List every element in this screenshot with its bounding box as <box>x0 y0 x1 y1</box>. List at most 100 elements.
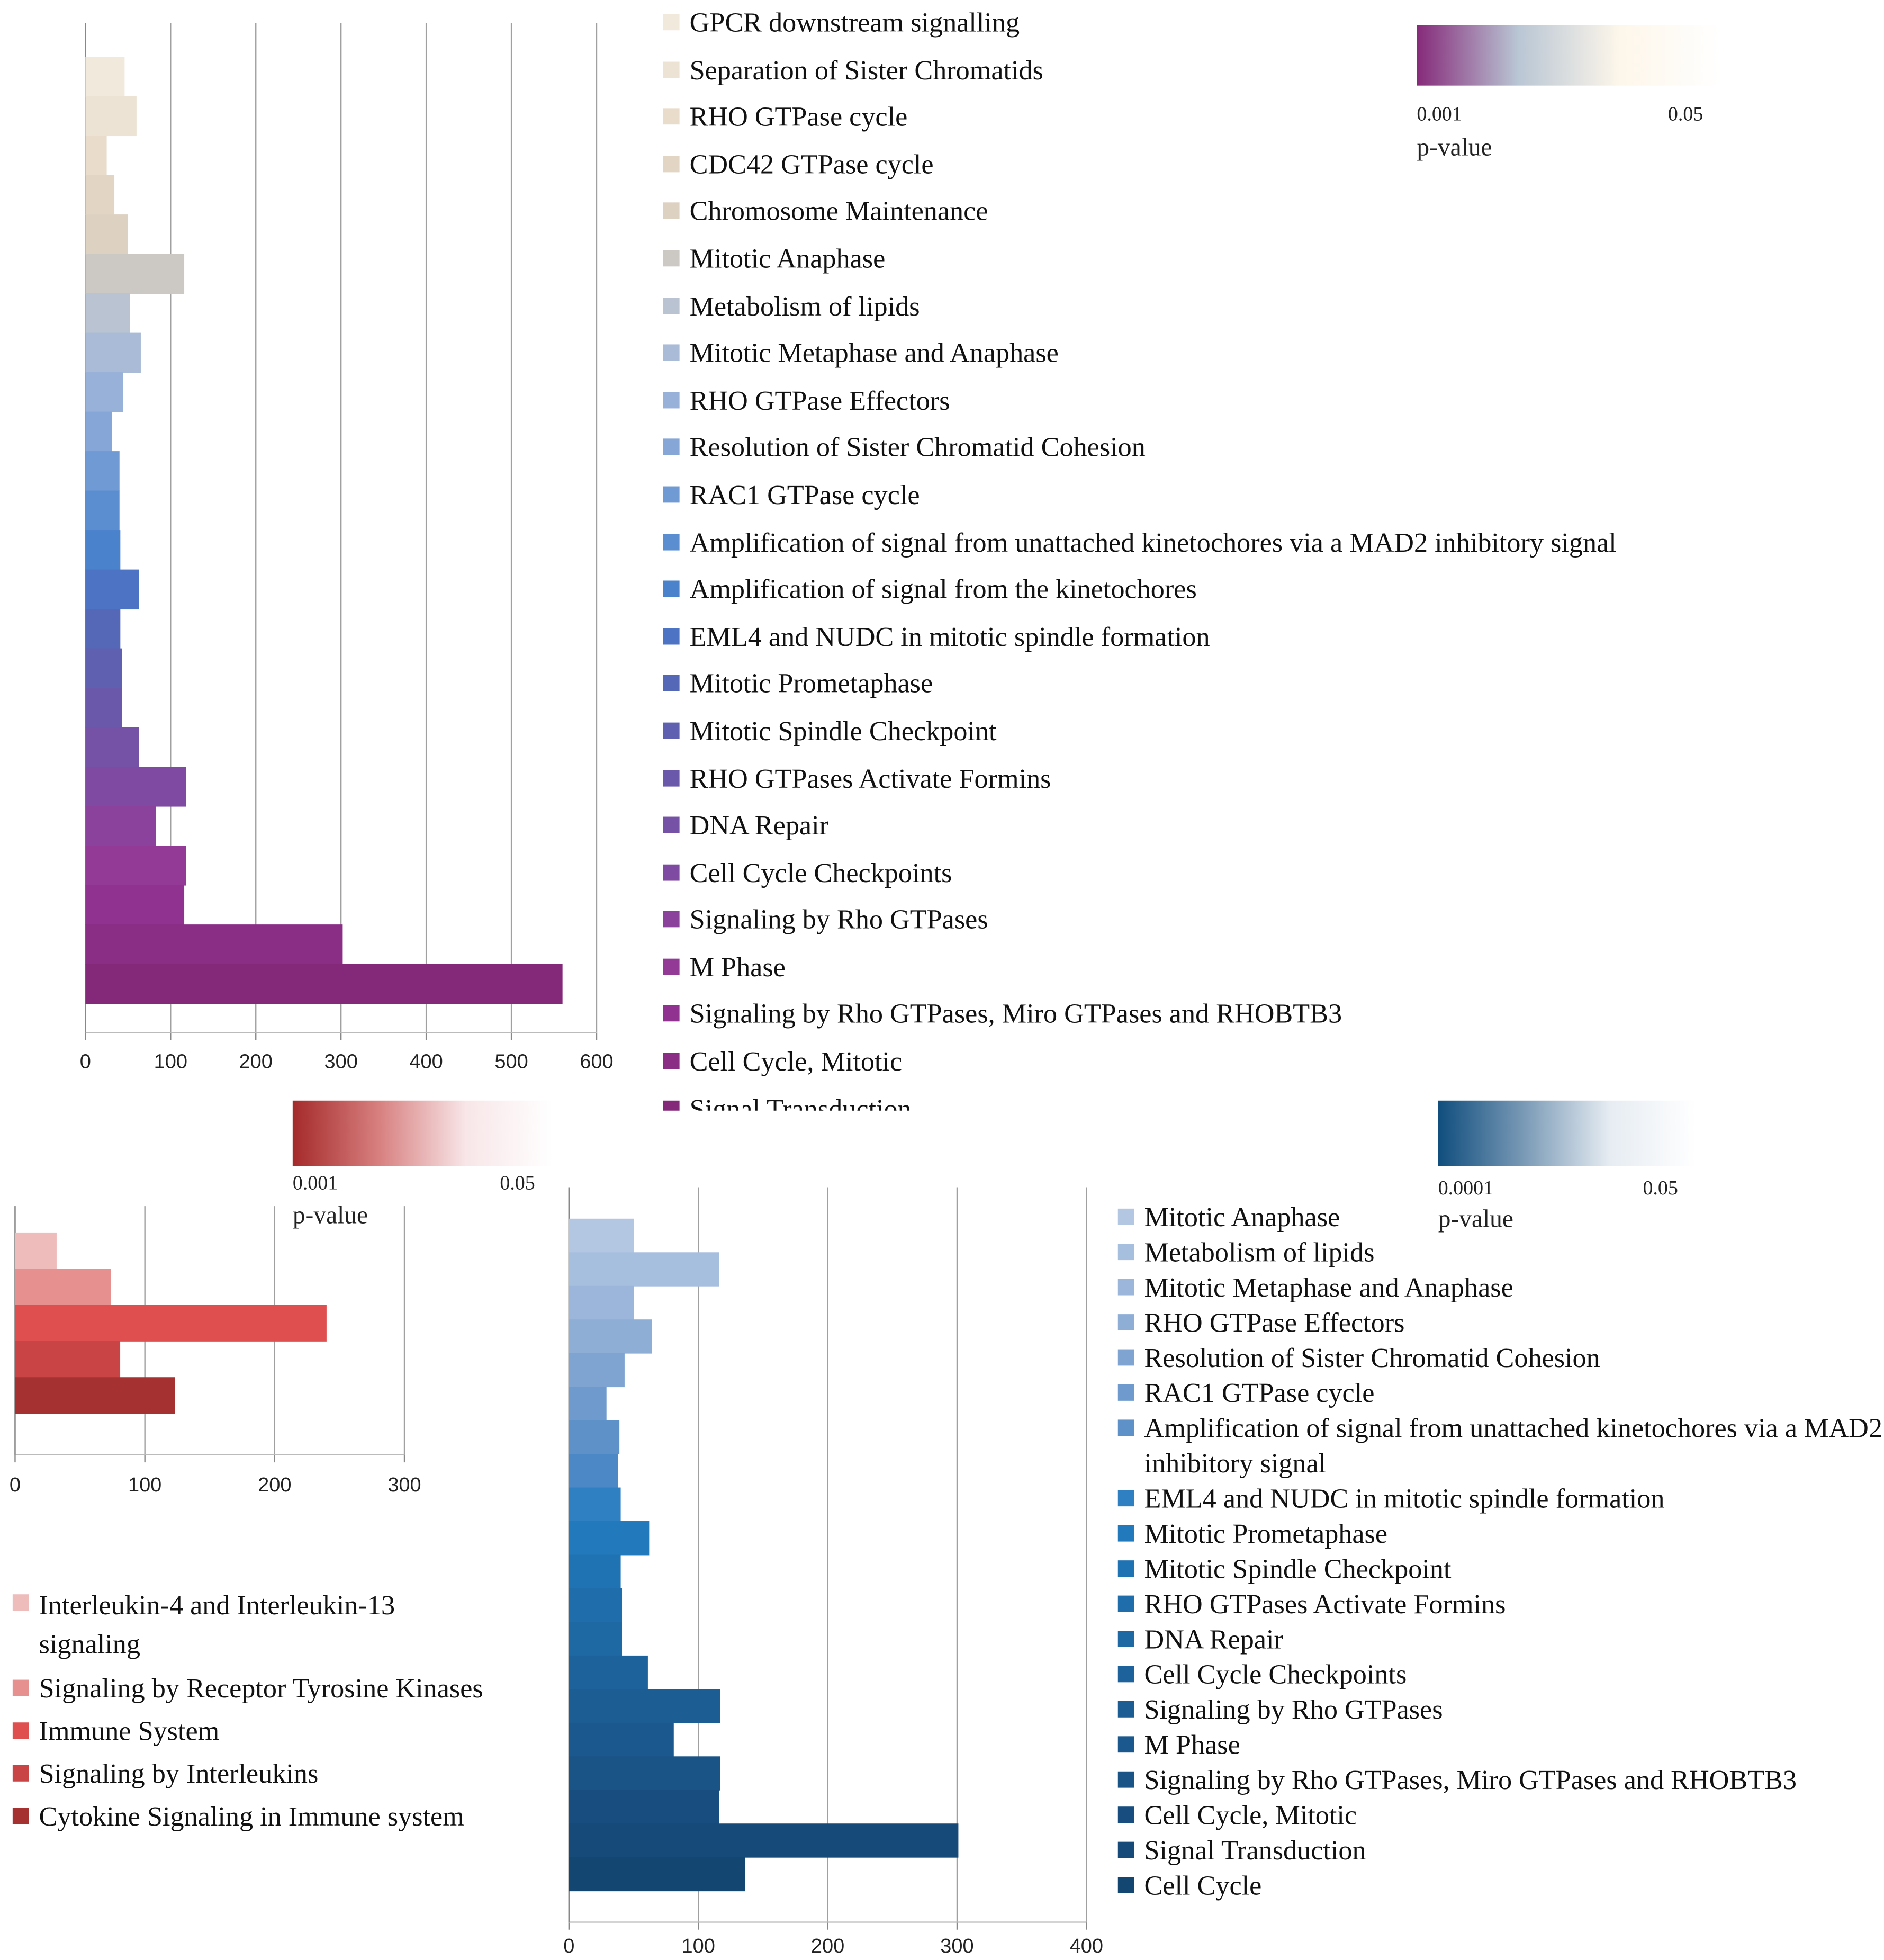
legend-item: Amplification of signal from unattached … <box>663 525 1869 560</box>
legend-item: Signaling by Rho GTPases, Miro GTPases a… <box>1117 1763 1884 1797</box>
bar <box>15 1232 57 1270</box>
bar <box>569 1655 648 1690</box>
bar <box>569 1387 607 1421</box>
bar <box>85 411 112 452</box>
x-tick-label: 200 <box>811 1935 844 1957</box>
legend-swatch <box>1117 1595 1134 1612</box>
legend-swatch <box>663 203 680 220</box>
legend-swatch <box>663 250 680 267</box>
legend-item: Mitotic Prometaphase <box>663 667 1869 702</box>
x-tick-label: 300 <box>387 1474 421 1496</box>
legend-item: Signal Transduction <box>663 1091 1869 1111</box>
bar <box>569 1252 719 1287</box>
legend-swatch <box>663 61 680 78</box>
legend-label: M Phase <box>1144 1729 1240 1760</box>
legend-label: Amplification of signal from unattached … <box>689 526 1617 558</box>
legend-swatch <box>1117 1525 1134 1542</box>
legend-label: Immune System <box>39 1715 220 1747</box>
legend-swatch <box>12 1594 29 1611</box>
x-tick-label: 0 <box>80 1051 91 1073</box>
legend-label: Cell Cycle <box>1144 1869 1262 1901</box>
legend-swatch <box>663 580 680 597</box>
legend-item: RAC1 GTPase cycle <box>1117 1375 1884 1410</box>
legend-swatch <box>663 769 680 786</box>
colorbar-label: 0.0001 <box>1438 1177 1493 1199</box>
bar <box>85 254 185 294</box>
legend-label: M Phase <box>689 951 786 983</box>
bar <box>85 727 139 768</box>
legend-label: Separation of Sister Chromatids <box>689 53 1043 85</box>
x-tick-label: 600 <box>580 1051 613 1073</box>
legend-swatch <box>663 391 680 408</box>
colorbar-label: 0.05 <box>1668 103 1703 125</box>
legend-label: Mitotic Prometaphase <box>689 667 933 699</box>
legend-item: RHO GTPase Effectors <box>663 383 1869 418</box>
bar <box>569 1218 634 1253</box>
legend-item: Mitotic Metaphase and Anaphase <box>663 336 1869 371</box>
bar <box>569 1420 620 1455</box>
legend-swatch <box>12 1722 29 1739</box>
legend-item: Signaling by Rho GTPases <box>663 903 1869 938</box>
legend-label: Amplification of signal from the kinetoc… <box>689 573 1197 605</box>
bar <box>569 1521 650 1556</box>
legend-swatch <box>1117 1279 1134 1296</box>
legend-label: Signal Transduction <box>1144 1834 1366 1866</box>
legend-swatch <box>1117 1771 1134 1788</box>
legend-label: Resolution of Sister Chromatid Cohesion <box>689 431 1146 463</box>
legend-label: EML4 and NUDC in mitotic spindle formati… <box>689 620 1210 652</box>
legend-item: Mitotic Anaphase <box>663 241 1869 276</box>
legend-label: Signal Transduction <box>689 1092 912 1111</box>
legend-item: Signaling by Receptor Tyrosine Kinases <box>12 1671 490 1706</box>
legend-swatch <box>663 108 680 125</box>
legend-item: EML4 and NUDC in mitotic spindle formati… <box>663 619 1869 654</box>
legend-item: Cell Cycle Checkpoints <box>1117 1657 1884 1692</box>
bar <box>569 1756 720 1791</box>
bar <box>15 1377 175 1414</box>
legend-swatch <box>663 1053 680 1069</box>
legend-item: Signaling by Interleukins <box>12 1756 490 1791</box>
legend-swatch <box>663 344 680 361</box>
bar <box>569 1454 618 1488</box>
bar <box>85 924 343 965</box>
bar <box>569 1285 634 1320</box>
legend-swatch <box>1117 1701 1134 1718</box>
legend-item: Mitotic Spindle Checkpoint <box>1117 1552 1884 1587</box>
bar <box>85 885 185 925</box>
legend-item: GPCR downstream signalling <box>663 5 1869 40</box>
legend-swatch <box>663 156 680 172</box>
legend-item: Metabolism of lipids <box>1117 1235 1884 1270</box>
legend-label: Cell Cycle, Mitotic <box>1144 1799 1357 1831</box>
x-tick-label: 100 <box>154 1051 187 1073</box>
legend-swatch <box>1117 1806 1134 1823</box>
legend-item: Signaling by Rho GTPases, Miro GTPases a… <box>663 997 1869 1032</box>
legend-label: DNA Repair <box>1144 1623 1283 1655</box>
legend-label: Signaling by Rho GTPases, Miro GTPases a… <box>689 998 1342 1030</box>
bar <box>569 1487 621 1522</box>
legend-swatch <box>1117 1419 1134 1436</box>
bar <box>85 451 120 491</box>
legend-label: DNA Repair <box>689 809 828 841</box>
legend-label: Amplification of signal from unattached … <box>1144 1412 1882 1479</box>
legend-swatch <box>1117 1384 1134 1401</box>
x-tick-label: 0 <box>563 1935 574 1957</box>
legend-item: Signal Transduction <box>1117 1833 1884 1868</box>
bar <box>569 1319 652 1354</box>
legend-swatch <box>663 864 680 880</box>
legend-label: Mitotic Anaphase <box>1144 1201 1340 1233</box>
bar <box>15 1341 121 1378</box>
bar <box>85 648 122 689</box>
legend-swatch <box>1117 1314 1134 1330</box>
legend-swatch <box>663 533 680 550</box>
legend-swatch <box>12 1679 29 1696</box>
bar <box>85 57 125 97</box>
bar <box>85 175 115 215</box>
bar <box>85 569 139 610</box>
legend-item: Amplification of signal from unattached … <box>1117 1411 1884 1481</box>
legend-item: Resolution of Sister Chromatid Cohesion <box>1117 1341 1884 1375</box>
x-tick-label: 0 <box>10 1474 21 1496</box>
legend-swatch <box>1117 1736 1134 1753</box>
bar <box>85 964 563 1004</box>
legend-label: Cell Cycle Checkpoints <box>689 856 952 888</box>
legend-item: Cell Cycle Checkpoints <box>663 855 1869 890</box>
legend: GPCR downstream signalling Separation of … <box>663 5 1869 1111</box>
